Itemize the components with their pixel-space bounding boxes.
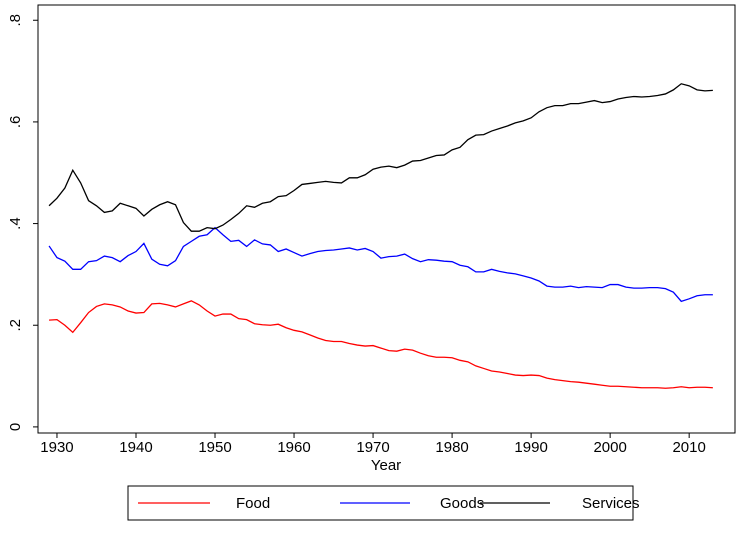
x-tick-label: 1990 [514,439,547,456]
x-tick-label: 2010 [672,439,705,456]
y-tick-label: .4 [7,217,24,230]
x-tick-label: 1960 [277,439,310,456]
plot-frame [37,4,736,434]
series-line [48,83,713,232]
series-line [49,300,713,389]
y-tick-label: .2 [7,319,24,332]
series-line [48,226,713,303]
y-tick-label: .8 [7,14,24,27]
legend-label: Goods [440,495,484,512]
x-tick-label: 1970 [356,439,389,456]
x-tick-label: 1940 [119,439,152,456]
y-tick-label: .6 [7,116,24,129]
legend-box [127,485,634,521]
x-tick-label: 1930 [40,439,73,456]
legend-label: Food [236,495,270,512]
x-tick-label: 2000 [593,439,626,456]
x-axis-label: Year [371,457,401,474]
y-tick-label: 0 [7,423,24,431]
legend-label: Services [582,495,640,512]
x-tick-label: 1950 [198,439,231,456]
x-tick-label: 1980 [435,439,468,456]
